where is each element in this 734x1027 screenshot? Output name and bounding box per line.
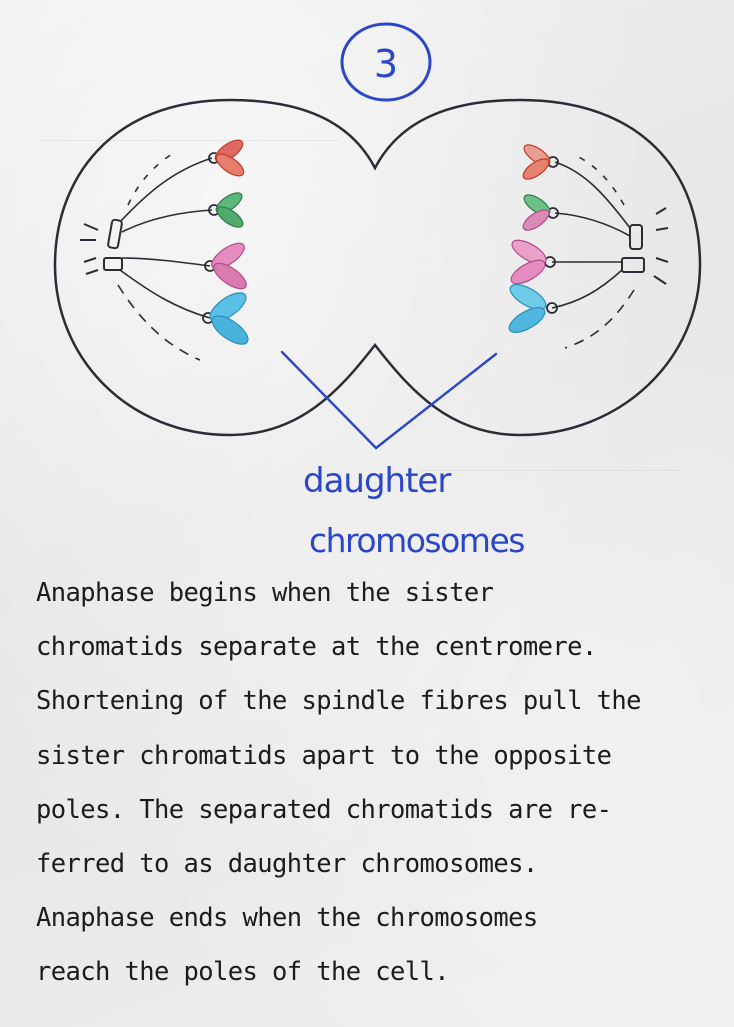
left-centrosome — [80, 218, 123, 275]
daughter-chromosomes-label: daughter chromosomes — [303, 461, 526, 560]
left-chromosome-red — [208, 139, 245, 177]
step-number: 3 — [374, 42, 398, 86]
cell-membrane — [53, 98, 702, 437]
step-number-badge: 3 — [340, 22, 432, 102]
label-line-1: daughter — [303, 461, 451, 501]
caption-line: poles. The separated chromatids are re- — [36, 794, 612, 825]
right-spindle-fibres — [551, 154, 635, 349]
left-chromosome-pink — [204, 242, 247, 290]
paper-crease — [40, 140, 340, 141]
right-chromosome-pink — [510, 239, 556, 285]
caption-paragraph: Anaphase begins when the sister chromati… — [36, 566, 706, 1000]
caption-line: Anaphase begins when the sister — [36, 578, 494, 608]
left-chromosome-cyan — [202, 292, 249, 345]
right-centrosome — [621, 207, 669, 285]
paper-crease — [420, 470, 680, 471]
anaphase-diagram: 3 — [53, 22, 702, 560]
right-chromosome-red — [522, 144, 559, 180]
caption-line: chromatids separate at the centromere. — [36, 632, 597, 663]
caption-line: reach the poles of the cell. — [36, 957, 450, 988]
caption-line: Shortening of the spindle fibres pull th… — [36, 686, 641, 717]
caption-line: sister chromatids apart to the opposite — [36, 740, 612, 771]
right-chromosome-cyan — [508, 283, 558, 334]
caption-line: Anaphase ends when the chromosomes — [36, 903, 538, 934]
caption-line: ferred to as daughter chromosomes. — [36, 849, 538, 880]
label-line-2: chromosomes — [309, 521, 524, 560]
label-pointer-lines — [280, 350, 498, 450]
left-chromosome-green — [208, 192, 244, 228]
right-chromosome-green — [522, 194, 559, 231]
left-spindle-fibres — [117, 151, 213, 361]
